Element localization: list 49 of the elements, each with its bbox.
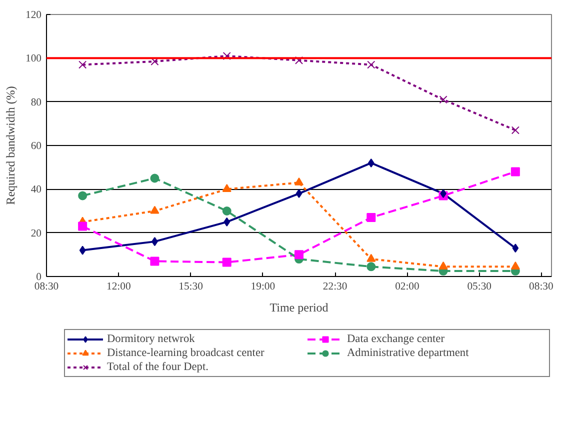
point (222, 206, 232, 216)
x-tick-label: 02:00 (395, 282, 420, 292)
point (222, 52, 231, 60)
x-tick-label: 22:30 (322, 282, 348, 292)
point (222, 184, 232, 192)
point (296, 189, 302, 198)
point (368, 158, 374, 168)
x-tick-label: 15:30 (178, 282, 203, 292)
point (367, 60, 376, 69)
point (78, 60, 87, 69)
legend-label: Distance-learning broadcast center (107, 346, 266, 360)
point (294, 178, 304, 186)
y-tick-label: 0 (36, 272, 42, 283)
point (78, 222, 88, 231)
y-tick-label: 20 (30, 228, 42, 240)
x-tick-label: 19:00 (250, 282, 276, 292)
point (78, 191, 88, 200)
point (439, 96, 448, 104)
point (510, 167, 520, 176)
y-tick-label: 80 (30, 97, 42, 108)
point (150, 206, 160, 214)
point (79, 246, 86, 255)
y-tick-label: 100 (26, 54, 42, 65)
point (294, 250, 304, 260)
x-tick-label: 08:30 (529, 282, 554, 292)
point (366, 254, 376, 262)
point (224, 217, 230, 226)
point (366, 262, 376, 272)
y-tick-label: 120 (26, 10, 42, 21)
y-tick-label: 60 (30, 141, 42, 152)
point (150, 256, 160, 266)
point (294, 56, 304, 64)
x-axis-title: Time period (270, 300, 328, 314)
point (222, 258, 232, 267)
y-axis-title: Required bandwidth (%) (4, 86, 18, 205)
point (510, 262, 520, 270)
point (512, 244, 519, 253)
x-tick-label: 05:30 (467, 282, 492, 292)
legend-label: Data exchange center (347, 332, 446, 346)
legend-label: Administrative department (347, 346, 470, 360)
point (438, 262, 448, 270)
x-tick-label: 12:00 (106, 282, 131, 292)
point (511, 126, 520, 134)
y-tick-label: 40 (30, 184, 42, 196)
legend-label: Total of the four Dept. (107, 360, 210, 374)
x-tick-label: 08:30 (34, 282, 59, 292)
point (366, 213, 376, 222)
legend-label: Dormitory netwrok (107, 332, 196, 346)
point (150, 174, 160, 183)
